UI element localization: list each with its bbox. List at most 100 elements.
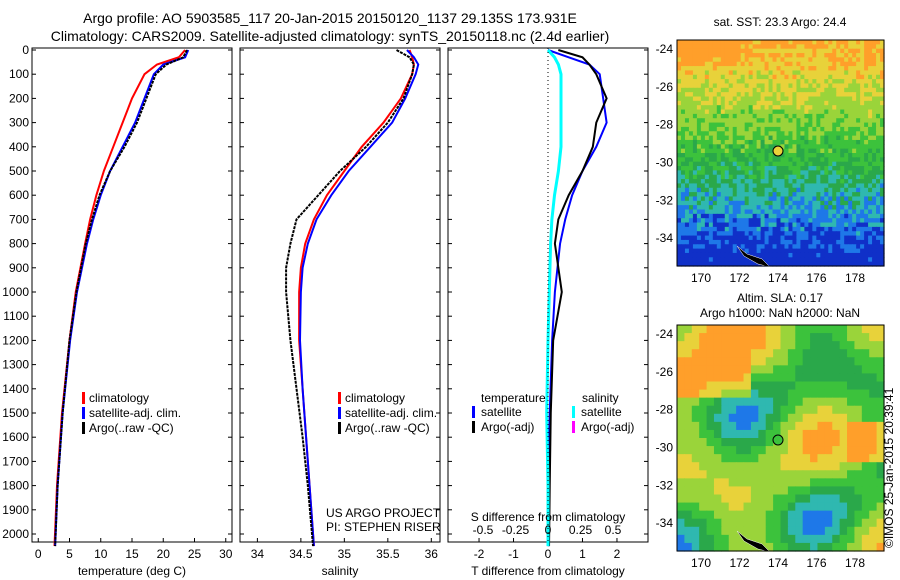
map-cell [750, 518, 759, 528]
map-cell [847, 510, 856, 520]
map-cell [824, 96, 829, 102]
map-cell [780, 226, 786, 232]
map-cell [847, 325, 856, 334]
map-cell [817, 502, 826, 512]
map-cell [796, 257, 802, 263]
x-tick-label: 1 [579, 547, 586, 561]
map-cell [768, 70, 774, 76]
map-cell [696, 61, 702, 67]
map-cell [772, 239, 778, 245]
map-cell [840, 139, 845, 145]
map-cell [816, 170, 821, 176]
map-cell [816, 235, 821, 241]
map-cell [696, 87, 702, 93]
map-cell [787, 494, 796, 504]
map-cell [876, 248, 881, 254]
map-cell [677, 478, 685, 488]
map-cell [876, 226, 881, 232]
map-cell [772, 122, 778, 128]
map-cell [688, 126, 694, 132]
map-cell [810, 349, 819, 358]
map-cell [880, 205, 885, 211]
map-cell [800, 118, 805, 124]
map-cell [852, 196, 857, 202]
map-cell [868, 57, 873, 63]
map-cell [880, 148, 885, 154]
map-cell [699, 429, 708, 439]
map-cell [816, 96, 821, 102]
map-cell [758, 494, 767, 504]
map-cell [706, 462, 715, 471]
map-cell [860, 157, 865, 163]
map-cell [864, 139, 869, 145]
map-cell [760, 157, 766, 163]
map-cell [880, 122, 885, 128]
map-cell [840, 87, 845, 93]
map-cell [677, 183, 682, 189]
map-cell [816, 40, 821, 45]
map-cell [680, 183, 686, 189]
map-cell [848, 226, 853, 232]
map-cell [704, 222, 710, 228]
map-cell [880, 126, 885, 132]
map-cell [832, 205, 837, 211]
map-cell [832, 61, 837, 67]
map-cell [816, 218, 821, 224]
map-cell [868, 183, 873, 189]
map-cell [792, 166, 798, 171]
map-cell [824, 405, 833, 415]
map-cell [708, 209, 714, 215]
map-cell [804, 166, 809, 171]
map-cell [848, 126, 853, 132]
map-cell [880, 83, 885, 89]
map-cell [732, 113, 738, 119]
map-cell [876, 518, 885, 528]
map-cell [836, 57, 841, 63]
map-cell [716, 148, 722, 154]
map-cell [700, 122, 706, 128]
map-cell [832, 183, 837, 189]
map-cell [684, 325, 693, 334]
map-cell [760, 235, 766, 241]
map-cell [824, 222, 829, 228]
map-cell [832, 122, 837, 128]
map-cell [854, 526, 863, 536]
map-cell [802, 365, 811, 375]
map-cell [752, 87, 758, 93]
map-cell [756, 61, 762, 67]
map-cell [848, 105, 853, 111]
map-cell [876, 213, 881, 219]
map-cell [677, 148, 682, 154]
map-cell [828, 192, 833, 198]
map-cell [808, 122, 813, 128]
map-cell [868, 157, 873, 163]
map-cell [820, 122, 825, 128]
map-cell [760, 48, 766, 54]
map-cell [736, 526, 745, 536]
map-cell [824, 518, 833, 528]
map-cell [684, 113, 690, 119]
y-tick-label: 1600 [2, 430, 29, 444]
map-cell [760, 174, 766, 180]
map-cell [748, 105, 754, 111]
map-cell [680, 261, 686, 267]
map-cell [828, 205, 833, 211]
map-cell [836, 70, 841, 76]
map-cell [784, 231, 790, 237]
map-cell [765, 421, 774, 431]
map-cell [713, 518, 722, 528]
map-cell [691, 341, 700, 350]
map-cell [795, 325, 804, 334]
map-cell [792, 161, 798, 167]
map-cell [768, 244, 774, 250]
map-cell [752, 170, 758, 176]
map-cell [700, 57, 706, 63]
map-cell [680, 135, 686, 141]
map-cell [758, 478, 767, 488]
map-cell [780, 200, 786, 206]
map-cell [724, 257, 730, 263]
map-cell [750, 510, 759, 520]
x-tick-label: 36 [425, 547, 439, 561]
map-cell [817, 325, 826, 334]
map-cell [760, 226, 766, 232]
